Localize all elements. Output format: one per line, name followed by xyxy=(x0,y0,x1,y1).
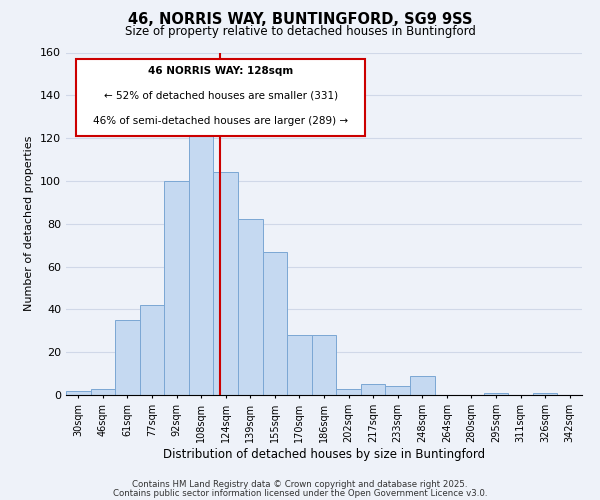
Text: 46% of semi-detached houses are larger (289) →: 46% of semi-detached houses are larger (… xyxy=(93,116,349,126)
Bar xyxy=(336,388,361,395)
Bar xyxy=(91,388,115,395)
Bar xyxy=(287,335,312,395)
Bar xyxy=(214,172,238,395)
X-axis label: Distribution of detached houses by size in Buntingford: Distribution of detached houses by size … xyxy=(163,448,485,460)
Bar xyxy=(164,181,189,395)
Bar xyxy=(312,335,336,395)
Bar xyxy=(385,386,410,395)
Bar xyxy=(533,393,557,395)
Text: ← 52% of detached houses are smaller (331): ← 52% of detached houses are smaller (33… xyxy=(104,90,338,101)
Text: Contains public sector information licensed under the Open Government Licence v3: Contains public sector information licen… xyxy=(113,489,487,498)
Bar xyxy=(140,305,164,395)
Text: 46, NORRIS WAY, BUNTINGFORD, SG9 9SS: 46, NORRIS WAY, BUNTINGFORD, SG9 9SS xyxy=(128,12,472,28)
Y-axis label: Number of detached properties: Number of detached properties xyxy=(25,136,34,312)
Text: 46 NORRIS WAY: 128sqm: 46 NORRIS WAY: 128sqm xyxy=(148,66,293,76)
Text: Contains HM Land Registry data © Crown copyright and database right 2025.: Contains HM Land Registry data © Crown c… xyxy=(132,480,468,489)
Bar xyxy=(189,128,214,395)
Bar xyxy=(410,376,434,395)
Text: Size of property relative to detached houses in Buntingford: Size of property relative to detached ho… xyxy=(125,24,475,38)
Bar xyxy=(263,252,287,395)
FancyBboxPatch shape xyxy=(76,60,365,136)
Bar xyxy=(361,384,385,395)
Bar xyxy=(238,220,263,395)
Bar xyxy=(115,320,140,395)
Bar xyxy=(484,393,508,395)
Bar xyxy=(66,390,91,395)
